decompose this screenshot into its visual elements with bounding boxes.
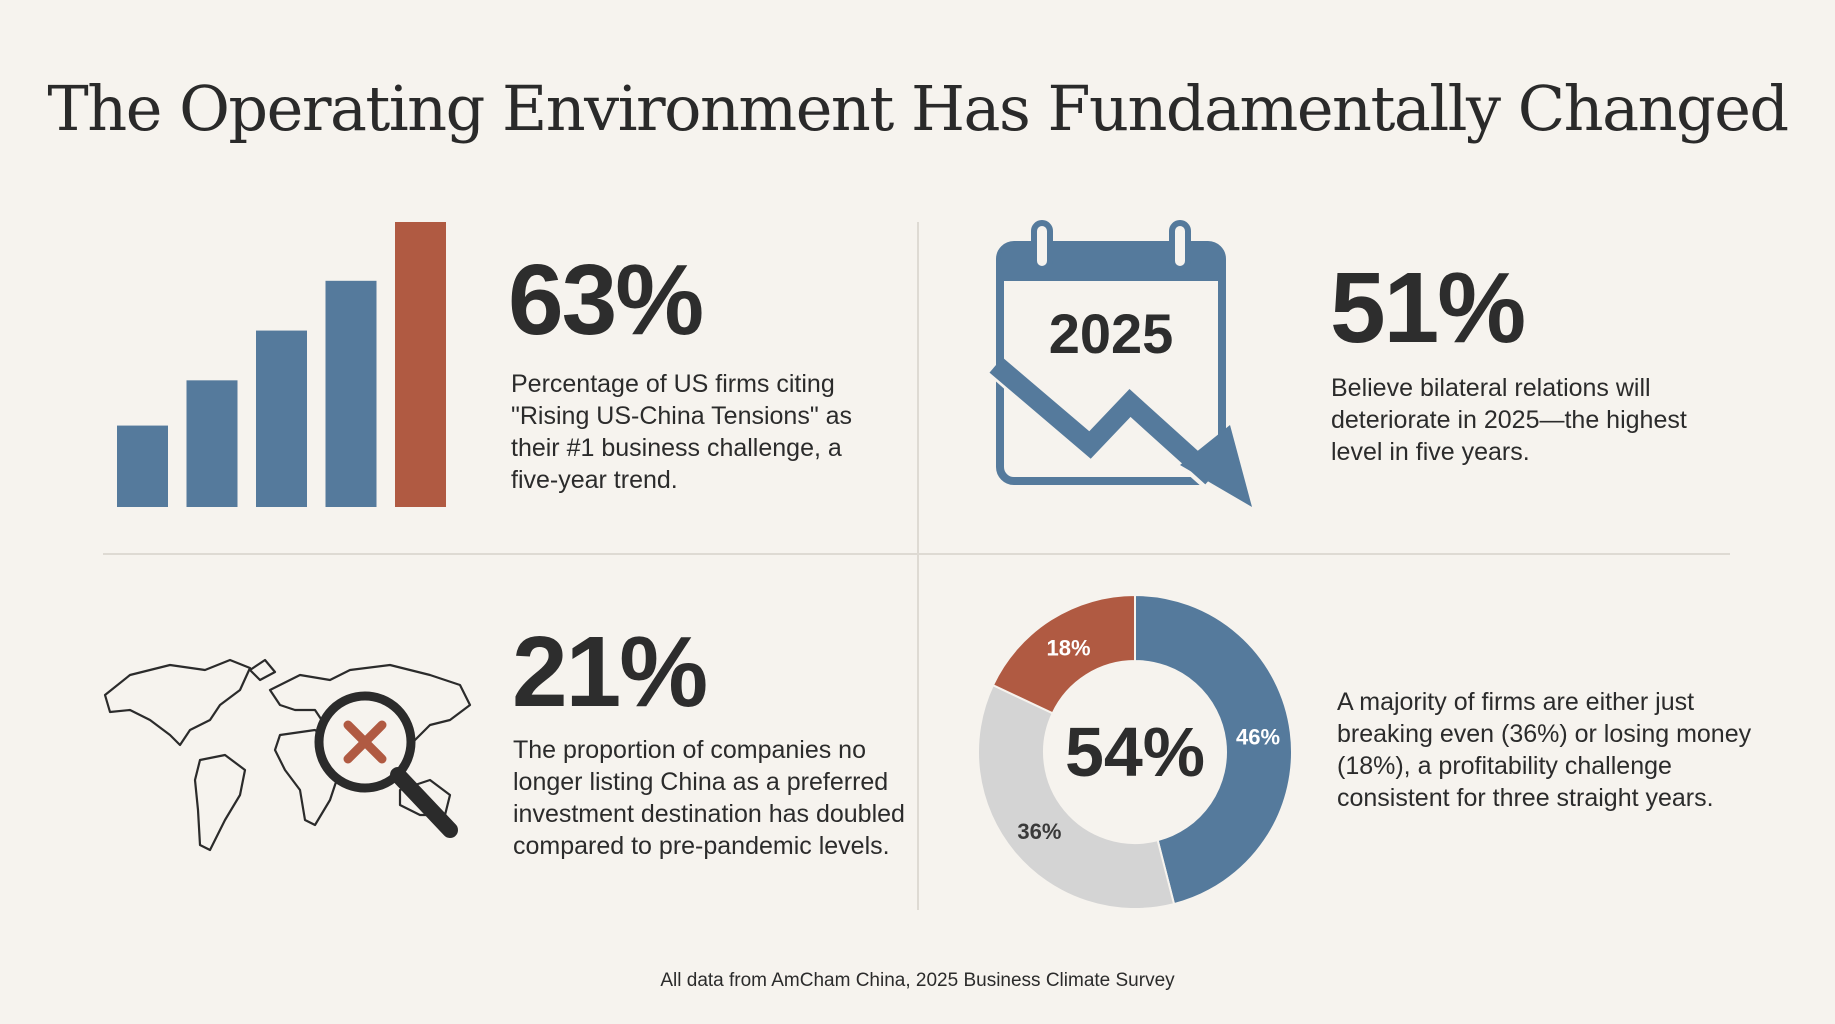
donut-label-36: 36% xyxy=(1017,819,1061,844)
vertical-divider xyxy=(917,222,919,910)
x-mark-icon xyxy=(343,720,387,764)
calendar-down-trend-icon: 2025 xyxy=(989,220,1252,507)
calendar-year: 2025 xyxy=(1049,302,1174,365)
bar-5 xyxy=(395,222,446,507)
stat-63-description: Percentage of US firms citing "Rising US… xyxy=(511,370,853,494)
donut-slice-36 xyxy=(977,683,1176,910)
stat-63: 63% xyxy=(508,244,704,356)
horizontal-divider xyxy=(103,553,1730,555)
stat-21: 21% xyxy=(512,616,708,728)
bar-1 xyxy=(117,425,168,507)
stat-54-description: A majority of firms are either just brea… xyxy=(1337,688,1752,812)
stat-21-description: The proportion of companies no longer li… xyxy=(513,736,905,860)
bar-2 xyxy=(186,380,238,507)
world-map-magnifier-x-icon xyxy=(103,658,472,852)
stat-51: 51% xyxy=(1330,252,1526,364)
stat-54: 54% xyxy=(1065,713,1205,791)
donut-label-46: 46% xyxy=(1236,724,1280,749)
donut-label-18: 18% xyxy=(1047,635,1091,660)
stat-51-description: Believe bilateral relations will deterio… xyxy=(1331,374,1687,466)
bar-3 xyxy=(256,330,307,507)
page-title: The Operating Environment Has Fundamenta… xyxy=(47,72,1789,145)
donut-chart: 46% 36% 18% 54% xyxy=(977,593,1293,910)
donut-slice-46 xyxy=(1134,593,1293,906)
donut-slice-18 xyxy=(991,593,1136,715)
source-footnote: All data from AmCham China, 2025 Busines… xyxy=(660,970,1175,991)
bar-chart-icon xyxy=(117,222,446,507)
bar-4 xyxy=(325,280,377,507)
